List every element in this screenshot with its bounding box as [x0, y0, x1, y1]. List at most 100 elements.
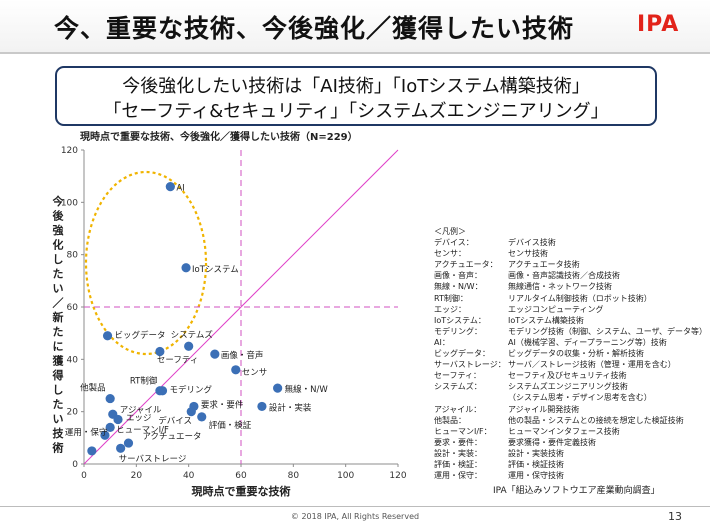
legend-item: ヒューマンI/F： ヒューマンインタフェース技術: [434, 426, 707, 437]
ipa-logo: IPA: [637, 12, 680, 37]
y-axis-title-char: 得: [52, 368, 64, 382]
y-axis-title-char: 強: [53, 223, 64, 237]
x-axis-title: 現時点で重要な技術: [192, 484, 291, 498]
legend-header: ＜凡例＞: [434, 227, 466, 236]
data-point-label: アクチュエータ: [142, 432, 201, 442]
data-point-label: AI: [176, 184, 184, 194]
legend-key: セーフティ：: [434, 371, 482, 381]
y-tick-label: 20: [67, 408, 79, 418]
legend-item: センサ： センサ技術: [434, 248, 707, 259]
y-axis-title-char: た: [53, 326, 64, 339]
data-point: [102, 331, 113, 341]
data-point: [231, 365, 241, 375]
y-axis-title-char: に: [53, 340, 64, 353]
highlight-ellipse: [84, 170, 208, 356]
legend-key: IoTシステム：: [434, 315, 486, 325]
y-axis-title-char: ／: [53, 297, 64, 310]
y-axis-title-char: 今: [52, 194, 65, 208]
legend-item: システムズ： システムズエンジニアリング技術: [434, 381, 707, 392]
scatter-chart: 0 20 40 60 80 100 120 0 20 40 60 80 100 120 現時点で重要な技術 今…: [52, 146, 407, 498]
legend-item: 他製品： 他の製品・システムとの接続を想定した検証技術: [434, 415, 707, 426]
legend-value: アクチュエータ技術: [508, 260, 580, 270]
data-point: [100, 430, 110, 440]
legend-key: AI：: [434, 337, 450, 347]
legend-value: ビッグデータの収集・分析・解析技術: [508, 349, 644, 359]
footer: © 2018 IPA, All Rights Reserved 13: [0, 506, 710, 528]
legend-key: デバイス：: [434, 238, 474, 248]
legend-value: 要求獲得・要件定義技術: [508, 437, 596, 447]
legend-value: 運用・保守技術: [508, 471, 564, 481]
data-point-label: 評価・検証: [209, 420, 252, 431]
y-axis-title-char: 化: [53, 238, 64, 252]
y-axis-title-char: い: [53, 282, 64, 295]
legend-item: アクチュエータ： アクチュエータ技術: [434, 259, 707, 270]
legend-item: 設計・実装： 設計・実装技術: [434, 448, 707, 459]
legend: ＜凡例＞ デバイス： デバイス技術 センサ： センサ技術 アクチュエータ： アクチュエータ…: [434, 226, 707, 481]
data-point: [87, 446, 97, 456]
data-point: [184, 341, 194, 351]
copyright: © 2018 IPA, All Rights Reserved: [290, 512, 420, 521]
data-point-label: 要求・要件: [201, 399, 244, 410]
data-point: [257, 401, 267, 412]
legend-value: IoTシステム構築技術: [508, 315, 584, 325]
legend-key: 他製品：: [434, 415, 466, 425]
y-axis-title-char: た: [53, 398, 64, 411]
data-point-label: 設計・実装: [269, 402, 312, 413]
data-point-label: システムズ: [171, 329, 214, 340]
data-point: [165, 182, 175, 192]
legend-item: RT制御： リアルタイム制御技術（ロボット技術）: [434, 293, 707, 304]
data-point-label: ヒューマンI/F: [116, 425, 169, 435]
legend-item: デバイス： デバイス技術: [434, 237, 707, 248]
data-point-label: IoTシステム: [192, 265, 239, 275]
headline-box: 今後強化したい技術は「AI技術」「IoTシステム構築技術」 「セーフティ&セキュ…: [55, 66, 657, 126]
legend-item: 画像・音声： 画像・音声認識技術／合成技術: [434, 270, 707, 281]
data-point-label: セーフティ: [157, 355, 198, 365]
y-axis-title-char: し: [53, 384, 64, 397]
y-tick-label: 100: [61, 198, 78, 208]
legend-item: ビッグデータ： ビッグデータの収集・分析・解析技術: [434, 348, 707, 359]
x-tick-label: 40: [183, 471, 195, 481]
legend-value: 無線通信・ネットワーク技術: [508, 282, 612, 292]
data-point: [105, 393, 115, 404]
legend-value: アジャイル開発技術: [508, 404, 580, 414]
legend-item: 要求・要件： 要求獲得・要件定義技術: [434, 437, 707, 448]
data-point-label: 画像・音声: [221, 350, 264, 361]
legend-item: 評価・検証： 評価・検証技術: [434, 459, 707, 470]
legend-value: 設計・実装技術: [508, 448, 564, 458]
legend-key: 無線・N/W：: [434, 282, 483, 292]
y-axis-title-char: た: [53, 268, 64, 281]
legend-value: 評価・検証技術: [508, 459, 564, 469]
legend-value: （システム思考・デザイン思考を含む）: [508, 393, 652, 403]
y-axis-title-char: 術: [52, 441, 64, 455]
legend-key: 評価・検証：: [434, 459, 482, 469]
y-tick-label: 80: [67, 251, 79, 261]
legend-key: 運用・保守：: [434, 471, 482, 481]
chart-title: 現時点で重要な技術、今後強化／獲得したい技術（N=229）: [80, 132, 358, 143]
legend-key: ヒューマンI/F：: [434, 426, 492, 436]
legend-key: サーバストレージ：: [434, 360, 506, 370]
data-point: [273, 383, 283, 393]
y-tick-label: 120: [61, 146, 78, 156]
y-axis-title-char: 後: [53, 209, 65, 223]
y-axis-title-char: し: [53, 253, 64, 266]
legend-item: 無線・N/W： 無線通信・ネットワーク技術: [434, 281, 707, 292]
y-axis-title-char: 新: [53, 310, 64, 324]
x-tick-label: 20: [131, 471, 143, 481]
legend-value: セーフティ及びセキュリティ技術: [508, 371, 627, 381]
legend-value: デバイス技術: [508, 238, 556, 248]
x-tick-label: 120: [389, 471, 406, 481]
legend-key: アジャイル：: [434, 404, 482, 414]
data-point: [186, 407, 196, 417]
legend-value: リアルタイム制御技術（ロボット技術）: [508, 293, 652, 303]
data-point-label: アジャイル: [120, 405, 162, 415]
legend-key: [434, 392, 508, 403]
legend-value: システムズエンジニアリング技術: [508, 382, 628, 392]
y-axis-title-char: 技: [53, 426, 65, 440]
data-point: [113, 414, 123, 425]
headline-line-1: 今後強化したい技術は「AI技術」「IoTシステム構築技術」: [122, 76, 590, 97]
data-point-label: モデリング: [170, 385, 213, 396]
legend-key: アクチュエータ：: [434, 260, 498, 270]
y-tick-label: 60: [67, 303, 79, 313]
y-axis-title-char: い: [53, 413, 64, 426]
legend-key: RT制御：: [434, 293, 468, 303]
